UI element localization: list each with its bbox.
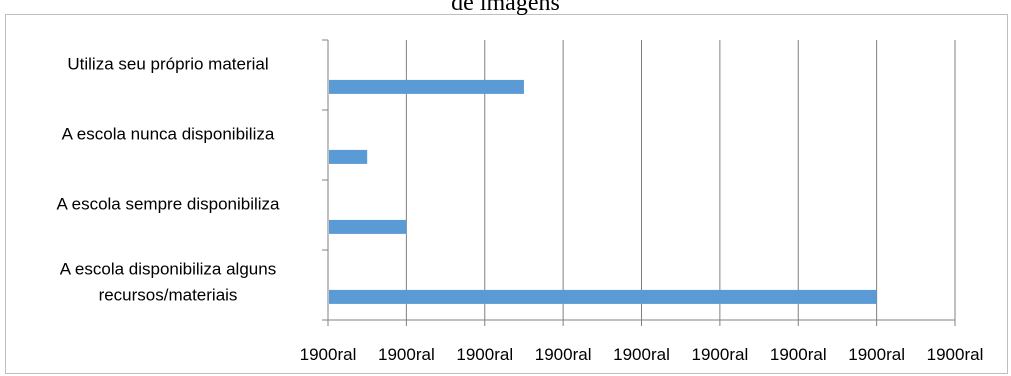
chart-title: de imagens [451,0,560,16]
category-label: A escola disponibiliza alguns recursos/ma… [60,259,276,304]
x-tick-label: 1900ral [613,345,670,364]
category-label: A escola sempre disponibiliza [56,194,280,213]
x-tick-label: 1900ral [300,345,357,364]
chart-frame [5,14,1008,374]
x-tick-label: 1900ral [456,345,513,364]
bar [329,289,877,304]
bar [329,79,524,94]
category-label: A escola nunca disponibiliza [62,124,275,143]
bar [329,149,368,164]
x-tick-label: 1900ral [848,345,905,364]
x-tick-label: 1900ral [378,345,435,364]
x-tick-label: 1900ral [927,345,984,364]
bar [329,219,407,234]
x-tick-label: 1900ral [692,345,749,364]
x-tick-label: 1900ral [770,345,827,364]
x-tick-label: 1900ral [535,345,592,364]
category-label: Utiliza seu próprio material [67,54,268,73]
